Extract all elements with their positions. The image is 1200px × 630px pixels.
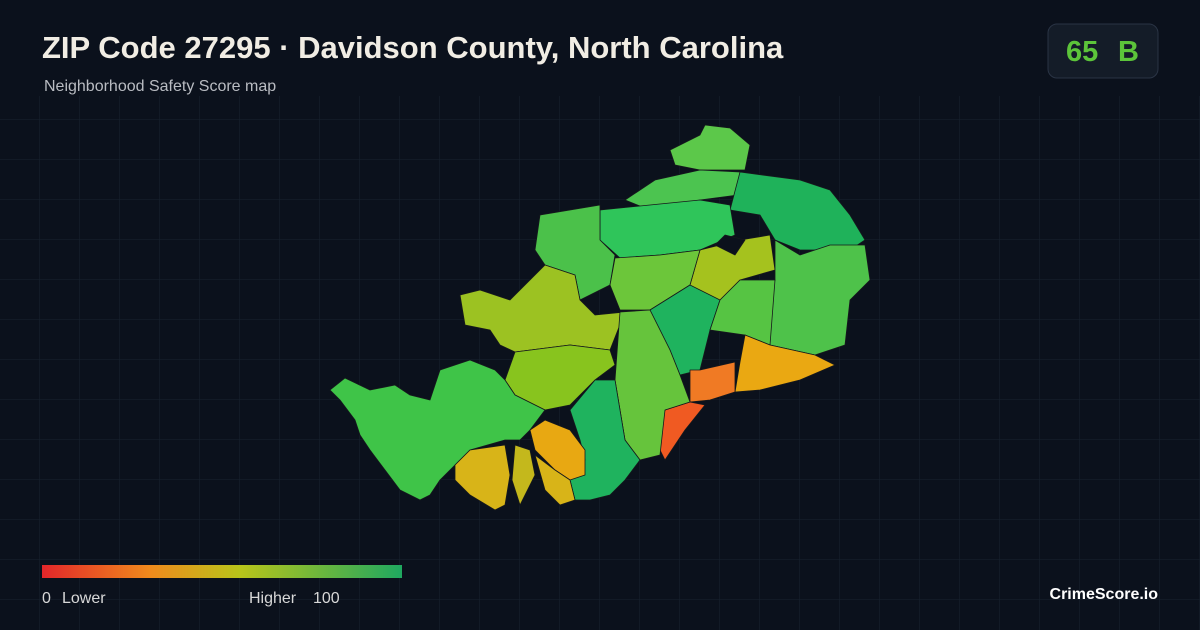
region bbox=[534, 204, 616, 301]
region bbox=[329, 359, 546, 501]
region bbox=[734, 334, 836, 393]
legend-min: 0 bbox=[42, 590, 51, 607]
legend-gradient bbox=[42, 565, 402, 578]
brand: CrimeScore.io bbox=[1050, 586, 1159, 603]
score-badge bbox=[1047, 23, 1159, 79]
region bbox=[569, 379, 641, 501]
region bbox=[624, 169, 741, 211]
region bbox=[511, 444, 536, 506]
zip-map bbox=[329, 124, 871, 511]
subtitle: Neighborhood Safety Score map bbox=[44, 78, 276, 95]
score-grade: B bbox=[1118, 36, 1139, 68]
region bbox=[454, 444, 511, 511]
title: ZIP Code 27295 · Davidson County, North … bbox=[42, 30, 784, 65]
region bbox=[669, 124, 751, 171]
region bbox=[529, 419, 586, 481]
score-value: 65 bbox=[1066, 36, 1098, 68]
region bbox=[534, 454, 576, 506]
legend-min-label: Lower bbox=[62, 590, 106, 607]
legend-max: 100 bbox=[313, 590, 340, 607]
lake bbox=[714, 234, 746, 256]
legend-max-label: Higher bbox=[249, 590, 297, 607]
